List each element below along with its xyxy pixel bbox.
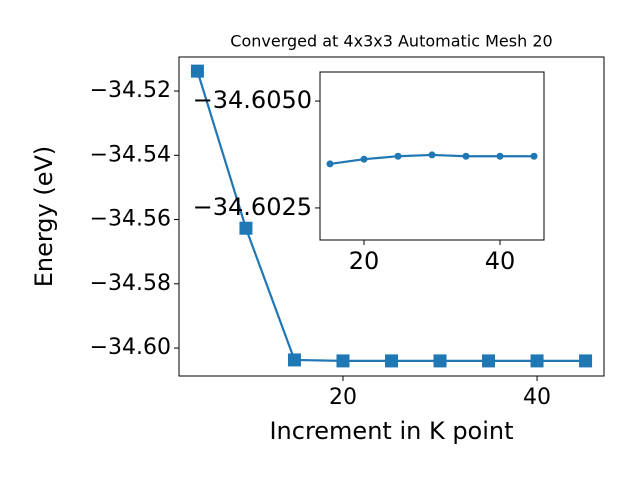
x-tick-label: 20 xyxy=(349,247,380,275)
marker xyxy=(433,354,447,368)
y-tick-label: −34.60 xyxy=(90,335,171,360)
marker xyxy=(190,64,204,78)
x-tick-label: 40 xyxy=(485,247,516,275)
marker xyxy=(530,152,538,160)
chart-title: Converged at 4x3x3 Automatic Mesh 20 xyxy=(230,32,552,51)
y-tick-label: −34.6025 xyxy=(193,193,312,221)
marker xyxy=(326,160,334,168)
x-tick-label: 40 xyxy=(523,385,551,410)
y-tick-label: −34.52 xyxy=(90,78,171,103)
marker xyxy=(336,354,350,368)
marker xyxy=(496,152,504,160)
marker xyxy=(462,152,470,160)
marker xyxy=(394,152,402,160)
x-axis-label: Increment in K point xyxy=(269,417,513,445)
marker xyxy=(428,151,436,159)
marker xyxy=(239,221,253,235)
marker xyxy=(360,155,368,163)
y-tick-label: −34.54 xyxy=(90,142,171,167)
y-tick-label: −34.6050 xyxy=(193,86,312,114)
marker xyxy=(482,354,496,368)
axes-frame xyxy=(319,71,545,241)
marker xyxy=(579,354,593,368)
marker xyxy=(385,354,398,368)
x-tick-label: 20 xyxy=(329,385,357,410)
marker xyxy=(530,354,544,368)
y-tick-label: −34.58 xyxy=(90,271,171,296)
y-tick-label: −34.56 xyxy=(90,207,171,232)
y-axis-label: Energy (eV) xyxy=(30,146,58,288)
axes-frame xyxy=(178,56,605,377)
marker xyxy=(287,353,301,367)
